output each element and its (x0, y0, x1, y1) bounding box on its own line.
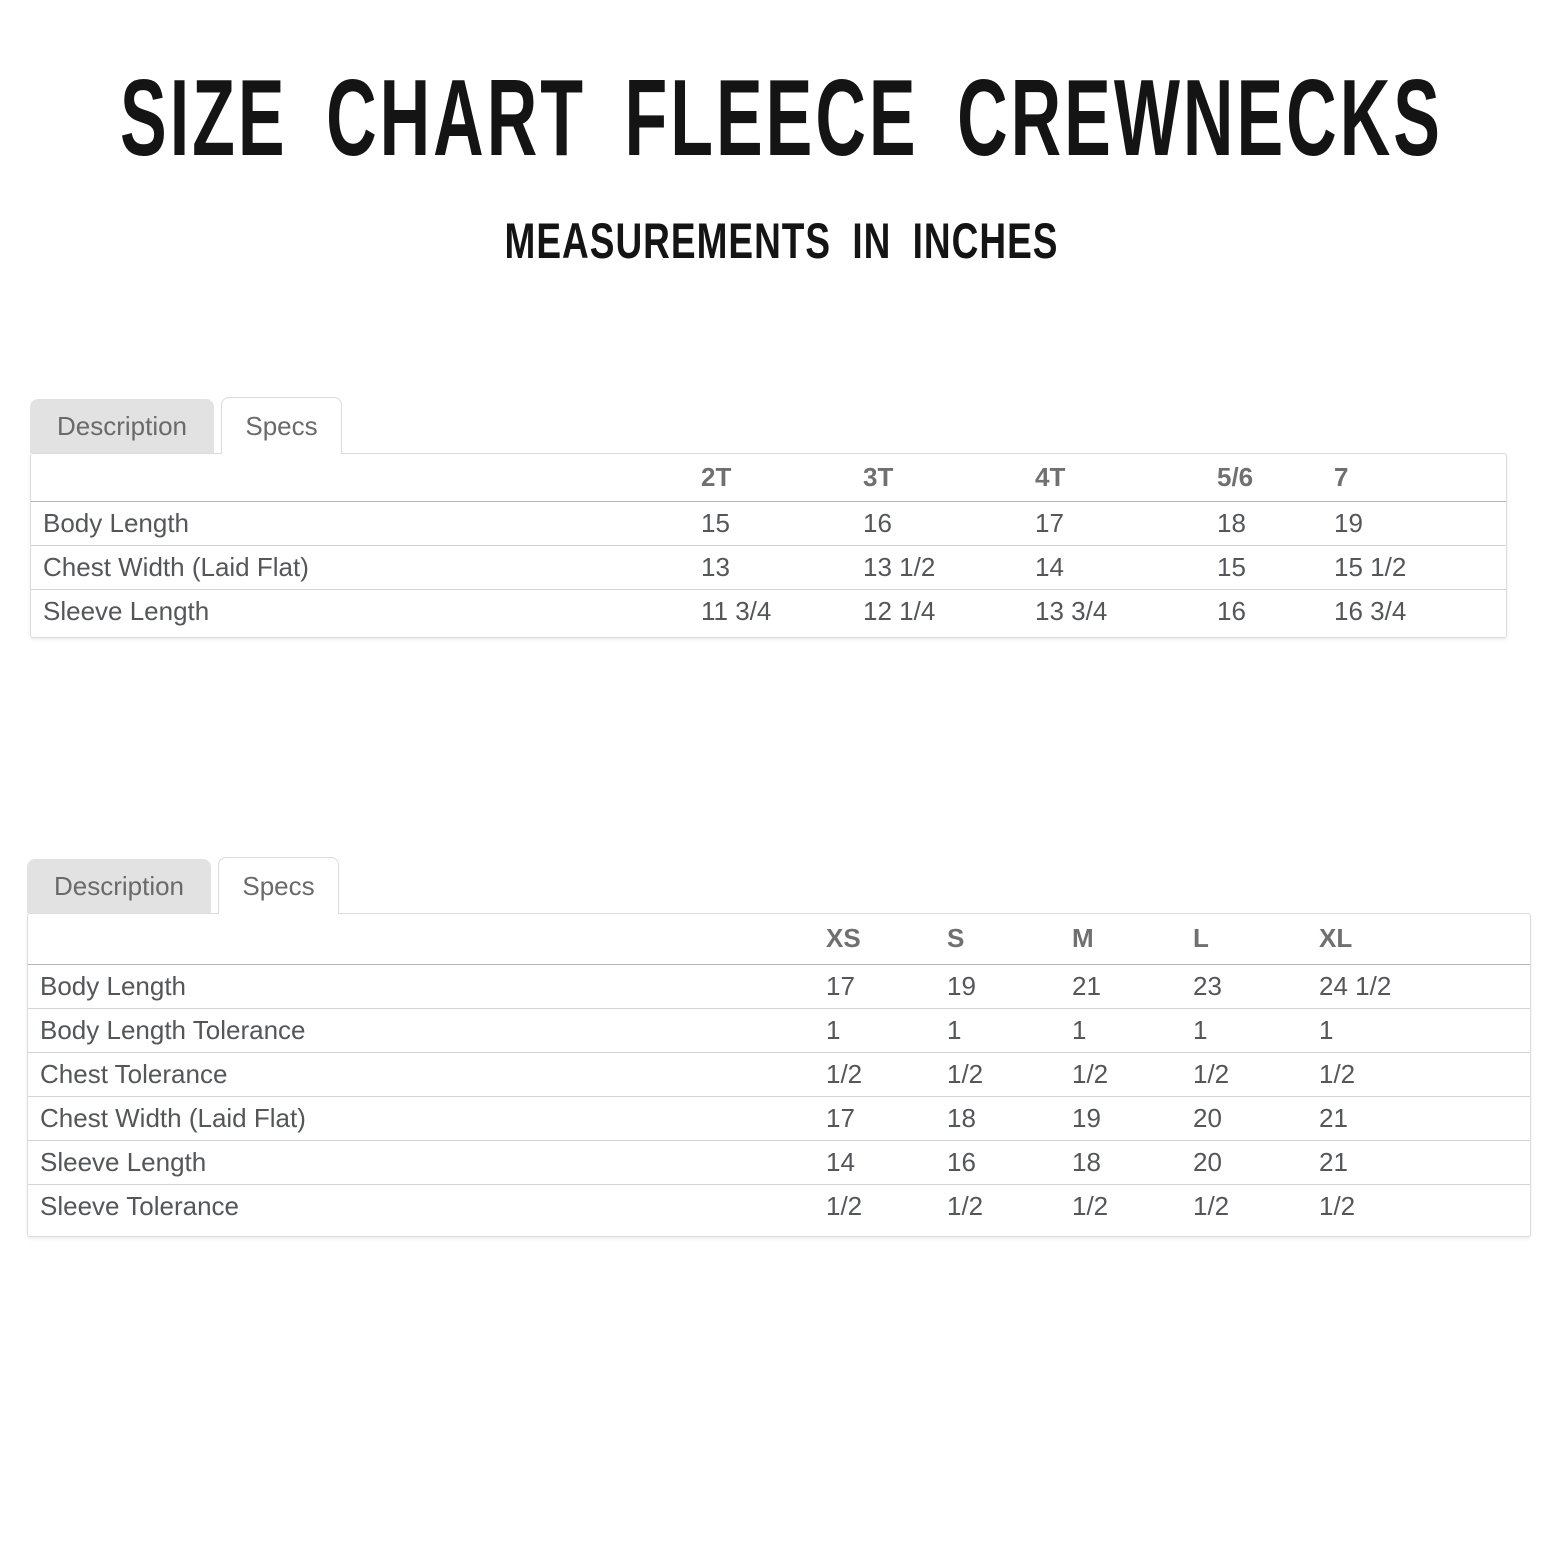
value-cell: 15 (701, 501, 863, 546)
column-header-cell: 4T (1035, 454, 1217, 502)
value-cell: 13 3/4 (1035, 595, 1108, 626)
toddler-size-table: 2T 3T 4T 5/6 7 Body Length 15 16 17 18 1… (31, 454, 1506, 640)
adult-tab-bar: Description Specs (27, 856, 1531, 914)
corner-cell (31, 454, 701, 502)
value-cell: 11 3/4 (701, 595, 772, 626)
corner-cell (28, 914, 826, 965)
value-cell: 1/2 (1319, 1052, 1530, 1097)
table-header-row: XS S M L XL (28, 914, 1530, 965)
value-cell: 15 1/2 (1334, 545, 1506, 590)
toddler-size-section: Description Specs 2T 3T 4T 5/6 7 Body Le… (30, 396, 1507, 638)
value-cell: 19 (1334, 501, 1506, 546)
value-cell: 21 (1319, 1096, 1530, 1141)
value-cell: 1 (826, 1008, 947, 1053)
value-cell: 17 (1035, 501, 1217, 546)
value-cell: 14 (1035, 545, 1217, 590)
column-header-cell: S (947, 914, 1072, 965)
page-subtitle: MEASUREMENTS IN INCHES (0, 214, 1563, 273)
column-header-cell: 5/6 (1217, 454, 1334, 502)
tab-description[interactable]: Description (27, 859, 211, 913)
row-label-cell: Sleeve Length (28, 1140, 826, 1185)
value-cell: 18 (1072, 1140, 1193, 1185)
value-cell: 19 (947, 964, 1072, 1009)
value-cell: 17 (826, 964, 947, 1009)
row-label-cell: Chest Tolerance (28, 1052, 826, 1097)
value-cell: 1/2 (947, 1190, 984, 1221)
toddler-tab-bar: Description Specs (30, 396, 1507, 454)
tab-specs[interactable]: Specs (221, 397, 342, 454)
value-cell: 15 (1217, 545, 1334, 590)
row-label-cell: Body Length (31, 501, 701, 546)
value-cell: 23 (1193, 964, 1319, 1009)
value-cell: 16 (947, 1140, 1072, 1185)
toddler-specs-panel: 2T 3T 4T 5/6 7 Body Length 15 16 17 18 1… (30, 453, 1507, 638)
value-cell: 13 (701, 545, 863, 590)
value-cell: 1 (1072, 1008, 1193, 1053)
value-cell: 1/2 (1072, 1052, 1193, 1097)
tab-specs[interactable]: Specs (218, 857, 339, 914)
row-label-cell: Sleeve Length (43, 595, 210, 626)
value-cell: 1/2 (1319, 1190, 1356, 1221)
value-cell: 1/2 (1193, 1190, 1230, 1221)
table-row: Chest Width (Laid Flat) 13 13 1/2 14 15 … (31, 545, 1506, 590)
value-cell: 16 3/4 (1334, 595, 1407, 626)
column-header-cell: 3T (863, 454, 1035, 502)
table-row: Chest Tolerance 1/2 1/2 1/2 1/2 1/2 (28, 1052, 1530, 1097)
page-title-text: SIZE CHART FLEECE CREWNECKS (120, 57, 1443, 179)
adult-specs-panel: XS S M L XL Body Length 17 19 21 23 24 1… (27, 913, 1531, 1237)
table-row: Body Length Tolerance 1 1 1 1 1 (28, 1008, 1530, 1053)
tab-description[interactable]: Description (30, 399, 214, 453)
column-header-cell: L (1193, 914, 1319, 965)
table-row: Body Length 15 16 17 18 19 (31, 501, 1506, 546)
value-cell: 1 (1319, 1008, 1530, 1053)
table-row: Sleeve Length 14 16 18 20 21 (28, 1140, 1530, 1185)
value-cell: 1/2 (1072, 1190, 1109, 1221)
value-cell: 17 (826, 1096, 947, 1141)
table-row: Sleeve Tolerance 1/2 1/2 1/2 1/2 1/2 (28, 1184, 1530, 1238)
value-cell: 1/2 (826, 1052, 947, 1097)
row-label-cell: Body Length Tolerance (28, 1008, 826, 1053)
column-header-cell: 7 (1334, 454, 1506, 502)
value-cell: 1/2 (947, 1052, 1072, 1097)
value-cell: 1/2 (826, 1190, 863, 1221)
adult-size-table: XS S M L XL Body Length 17 19 21 23 24 1… (28, 914, 1530, 1238)
value-cell: 18 (1217, 501, 1334, 546)
page-title: SIZE CHART FLEECE CREWNECKS (0, 58, 1563, 181)
table-row: Sleeve Length 11 3/4 12 1/4 13 3/4 16 16… (31, 589, 1506, 640)
row-label-cell: Chest Width (Laid Flat) (31, 545, 701, 590)
row-label-cell: Sleeve Tolerance (40, 1190, 239, 1221)
column-header-cell: M (1072, 914, 1193, 965)
value-cell: 1 (1193, 1008, 1319, 1053)
value-cell: 13 1/2 (863, 545, 1035, 590)
value-cell: 24 1/2 (1319, 964, 1530, 1009)
value-cell: 1 (947, 1008, 1072, 1053)
column-header-cell: XL (1319, 914, 1530, 965)
adult-size-section: Description Specs XS S M L XL Body Lengt… (27, 856, 1531, 1237)
value-cell: 14 (826, 1140, 947, 1185)
value-cell: 1/2 (1193, 1052, 1319, 1097)
value-cell: 21 (1319, 1140, 1530, 1185)
value-cell: 18 (947, 1096, 1072, 1141)
value-cell: 16 (1217, 595, 1246, 626)
value-cell: 20 (1193, 1096, 1319, 1141)
row-label-cell: Body Length (28, 964, 826, 1009)
value-cell: 16 (863, 501, 1035, 546)
table-row: Chest Width (Laid Flat) 17 18 19 20 21 (28, 1096, 1530, 1141)
value-cell: 20 (1193, 1140, 1319, 1185)
page-subtitle-text: MEASUREMENTS IN INCHES (504, 213, 1059, 269)
table-header-row: 2T 3T 4T 5/6 7 (31, 454, 1506, 502)
table-row: Body Length 17 19 21 23 24 1/2 (28, 964, 1530, 1009)
value-cell: 12 1/4 (863, 595, 936, 626)
column-header-cell: XS (826, 914, 947, 965)
row-label-cell: Chest Width (Laid Flat) (28, 1096, 826, 1141)
value-cell: 19 (1072, 1096, 1193, 1141)
value-cell: 21 (1072, 964, 1193, 1009)
column-header-cell: 2T (701, 454, 863, 502)
